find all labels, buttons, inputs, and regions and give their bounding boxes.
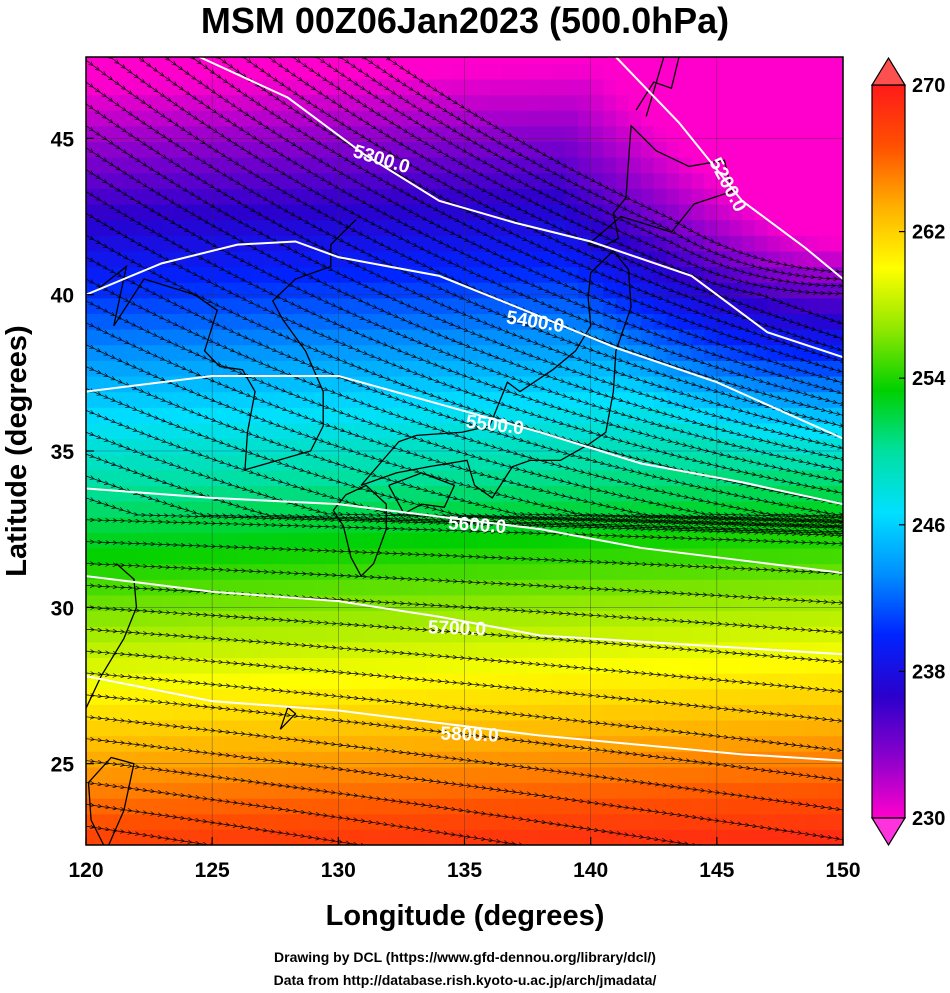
y-tick-label: 40 <box>51 285 74 308</box>
y-tick-label: 45 <box>51 128 75 151</box>
x-tick-label: 150 <box>825 859 860 882</box>
x-axis-ticks: 120 125 130 135 140 145 150 <box>68 837 861 882</box>
colorbar: 230 238 246 254 262 270 <box>870 56 946 847</box>
y-axis-label: Latitude (degrees) <box>1 325 33 576</box>
y-tick-label: 35 <box>51 441 75 464</box>
y-axis-ticks: 25 30 35 40 45 <box>51 128 94 777</box>
colorbar-bar <box>871 84 906 819</box>
colorbar-tick-label: 246 <box>912 515 945 537</box>
x-tick-label: 135 <box>447 859 482 882</box>
y-tick-label: 25 <box>51 754 75 777</box>
colorbar-lower-triangle <box>870 817 907 847</box>
contour-label: 5800.0 <box>440 724 499 747</box>
contour-label: 5600.0 <box>447 513 506 538</box>
x-tick-label: 130 <box>321 859 356 882</box>
colorbar-tick-label: 230 <box>912 808 945 830</box>
colorbar-tick-label: 238 <box>912 661 945 683</box>
x-tick-label: 140 <box>573 859 608 882</box>
map-title: MSM 00Z06Jan2023 (500.0hPa) <box>201 0 729 41</box>
colorbar-ticks: 230 238 246 254 262 270 <box>899 75 946 830</box>
y-tick-label: 30 <box>51 597 74 620</box>
x-axis-label: Longitude (degrees) <box>326 900 605 932</box>
colorbar-upper-triangle <box>870 56 907 86</box>
colorbar-tick-label: 270 <box>912 75 945 97</box>
colorbar-tick-label: 262 <box>912 222 945 244</box>
credit-line-1: Drawing by DCL (https://www.gfd-dennou.o… <box>274 949 656 965</box>
contour-label: 5700.0 <box>428 617 487 640</box>
plot-area: 5200.05300.05400.05500.05600.05700.05800… <box>86 57 843 845</box>
colorbar-tick-label: 254 <box>912 368 946 390</box>
credit-line-2: Data from http://database.rish.kyoto-u.a… <box>274 972 657 988</box>
x-tick-label: 145 <box>699 859 734 882</box>
wind-streamlines <box>86 57 843 845</box>
x-tick-label: 125 <box>195 859 230 882</box>
x-tick-label: 120 <box>68 859 103 882</box>
